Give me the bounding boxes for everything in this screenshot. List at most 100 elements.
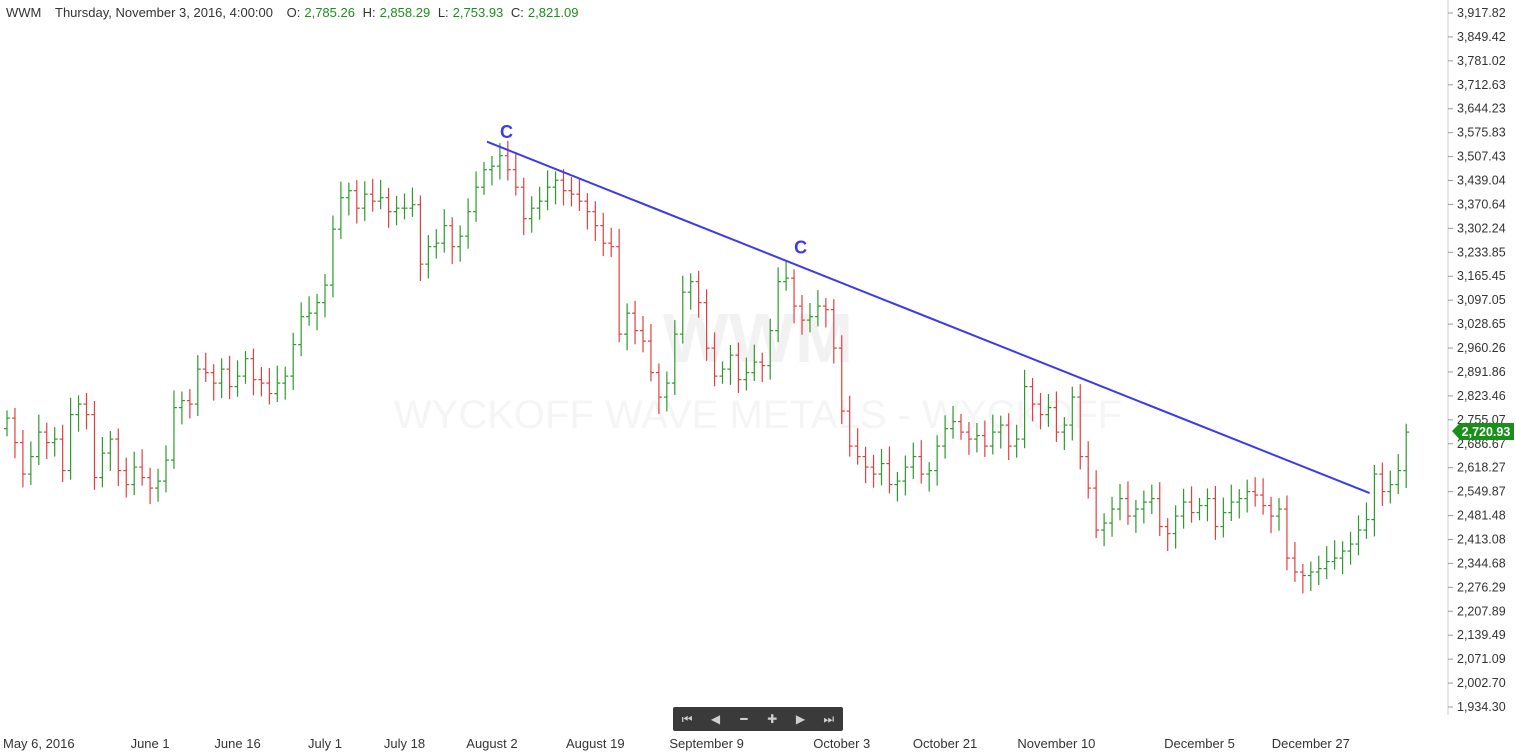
x-tick-label: July 1 — [308, 736, 342, 751]
ohlc-bar — [250, 348, 257, 396]
ohlc-bar — [1013, 424, 1020, 458]
trendline[interactable] — [486, 140, 1370, 495]
ohlc-bar — [59, 424, 66, 483]
ohlc-bar — [1403, 423, 1410, 489]
ohlc-bar — [449, 217, 456, 265]
y-tick-label: 3,917.82 — [1457, 6, 1506, 20]
ohlc-bar — [496, 143, 503, 180]
low-value: 2,753.93 — [452, 5, 504, 20]
x-tick-label: May 6, 2016 — [3, 736, 75, 751]
y-tick-label: 2,618.27 — [1457, 461, 1506, 475]
ohlc-bar — [1347, 531, 1354, 565]
x-tick-label: June 1 — [131, 736, 170, 751]
x-tick-label: October 3 — [813, 736, 870, 751]
y-tick-label: 3,370.64 — [1457, 197, 1506, 211]
ohlc-bar — [1005, 413, 1012, 461]
ohlc-bar — [751, 344, 758, 382]
ohlc-bar — [520, 177, 527, 236]
ohlc-bar — [11, 407, 18, 459]
ohlc-bar — [695, 270, 702, 318]
watermark-name: WYCKOFF WAVE METALS - WYCKOFF — [394, 393, 1122, 437]
y-tick-label: 2,344.68 — [1457, 556, 1506, 570]
ohlc-bar — [647, 323, 654, 382]
y-tick-label: 1,934.30 — [1457, 700, 1506, 714]
y-tick-label: 3,028.65 — [1457, 317, 1506, 331]
ohlc-bar — [83, 392, 90, 430]
y-tick-label: 2,823.46 — [1457, 389, 1506, 403]
ohlc-bar — [1244, 479, 1251, 513]
x-axis: May 6, 2016 June 1 June 16 July 1 July 18 Aug… — [3, 736, 1350, 751]
chart-navigation: ⏮ ◀ ━ ✚ ▶ ⏭ — [673, 707, 843, 731]
ohlc-bar — [115, 428, 122, 486]
datetime-label: Thursday, November 3, 2016, 4:00:00 — [55, 5, 273, 20]
ohlc-bar — [981, 420, 988, 457]
ohlc-bar — [1228, 484, 1235, 521]
ohlc-bar — [1299, 564, 1306, 594]
y-tick-label: 3,781.02 — [1457, 54, 1506, 68]
ohlc-bar — [298, 302, 305, 357]
ohlc-bar — [958, 413, 964, 440]
ohlc-bar — [759, 352, 766, 383]
ohlc-bar — [1355, 515, 1362, 556]
annotations: CC — [500, 122, 807, 257]
skip-first-icon[interactable]: ⏮ — [681, 712, 693, 726]
ohlc-bar — [536, 186, 543, 220]
ohlc-bar — [608, 227, 615, 258]
ohlc-bar — [99, 436, 106, 488]
y-tick-label: 2,071.09 — [1457, 652, 1506, 666]
ohlc-bar — [719, 361, 726, 384]
symbol-label: WWM — [6, 5, 42, 20]
y-tick-label: 2,413.08 — [1457, 532, 1506, 546]
ohlc-bar — [703, 289, 710, 361]
ohlc-bar — [584, 193, 591, 230]
zoom-out-icon[interactable]: ━ — [740, 712, 748, 726]
ohlc-bar — [202, 352, 209, 383]
x-tick-label: December 5 — [1164, 736, 1235, 751]
x-tick-label: August 2 — [466, 736, 517, 751]
ohlc-bar — [91, 400, 98, 490]
ohlc-bar — [1204, 488, 1211, 522]
high-label: H: — [362, 5, 376, 20]
ohlc-bar — [910, 442, 917, 479]
ohlc-bar — [687, 273, 694, 310]
ohlc-bar — [950, 405, 957, 439]
ohlc-bar — [1379, 462, 1386, 506]
ohlc-bar — [393, 195, 400, 226]
ohlc-bar — [989, 414, 996, 455]
ohlc-bar — [27, 441, 34, 485]
ohlc-bar — [1132, 499, 1139, 533]
ohlc-bar — [1029, 377, 1036, 422]
ohlc-bar — [655, 363, 662, 414]
close-label: C: — [510, 5, 524, 20]
ohlc-bar — [791, 269, 798, 324]
skip-last-icon[interactable]: ⏭ — [823, 712, 835, 726]
ohlc-bar — [43, 422, 50, 460]
ohlc-bar — [640, 315, 646, 353]
y-tick-label: 3,849.42 — [1457, 30, 1506, 44]
zoom-in-icon[interactable]: ✚ — [767, 712, 778, 726]
wave-label-c: C — [500, 122, 513, 142]
ohlc-bar — [783, 261, 790, 291]
ohlc-bar — [1093, 470, 1100, 539]
y-tick-label: 2,139.49 — [1457, 628, 1506, 642]
ohlc-bar — [1371, 464, 1378, 537]
ohlc-bar — [234, 360, 241, 397]
y-tick-label: 3,507.43 — [1457, 150, 1506, 164]
ohlc-bar — [1291, 541, 1298, 582]
ohlc-bar — [1124, 481, 1131, 525]
ohlc-bar — [1156, 482, 1163, 537]
ohlc-bar — [282, 366, 289, 400]
ohlc-bar — [337, 181, 344, 239]
y-tick-label: 3,712.63 — [1457, 78, 1506, 92]
ohlc-bar — [600, 212, 607, 257]
y-tick-label: 2,549.87 — [1457, 485, 1506, 499]
ohlc-bar — [353, 180, 360, 224]
step-forward-icon[interactable]: ▶ — [795, 712, 806, 726]
ohlc-bar — [139, 449, 146, 486]
ohlc-bar — [1045, 393, 1052, 427]
ohlc-bar — [799, 294, 805, 335]
step-back-icon[interactable]: ◀ — [710, 712, 721, 726]
y-tick-label: 3,097.05 — [1457, 293, 1506, 307]
ohlc-bar — [775, 267, 782, 343]
